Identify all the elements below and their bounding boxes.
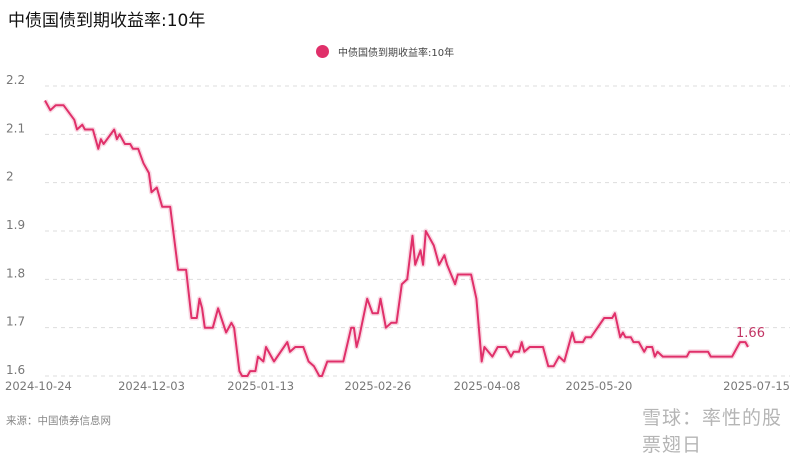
x-tick-label: 2024-12-03 (118, 379, 185, 393)
y-tick-label: 2.1 (6, 121, 25, 135)
y-tick-label: 1.8 (6, 266, 25, 280)
y-tick-label: 1.7 (6, 315, 25, 329)
y-tick-label: 2.2 (6, 73, 25, 87)
source-note: 来源：中国债券信息网 (6, 413, 111, 428)
y-tick-label: 2 (6, 170, 14, 184)
x-tick-label: 2024-10-24 (5, 379, 72, 393)
series-line (45, 101, 748, 377)
x-tick-label: 2025-05-20 (565, 379, 632, 393)
y-tick-label: 1.9 (6, 218, 25, 232)
x-tick-label: 2025-07-15 (723, 379, 790, 393)
x-tick-label: 2025-02-26 (344, 379, 411, 393)
y-tick-label: 1.6 (6, 363, 25, 377)
last-value-label: 1.66 (736, 326, 765, 341)
watermark: 雪球：率性的股票翅日 (642, 403, 800, 457)
x-tick-label: 2025-01-13 (227, 379, 294, 393)
line-chart: 2.2 2.1 2 1.9 1.8 1.7 1.6 2024-10-24 2024-12-03 2… (0, 0, 800, 442)
x-tick-label: 2025-04-08 (454, 379, 521, 393)
series-line-glow (45, 101, 748, 377)
